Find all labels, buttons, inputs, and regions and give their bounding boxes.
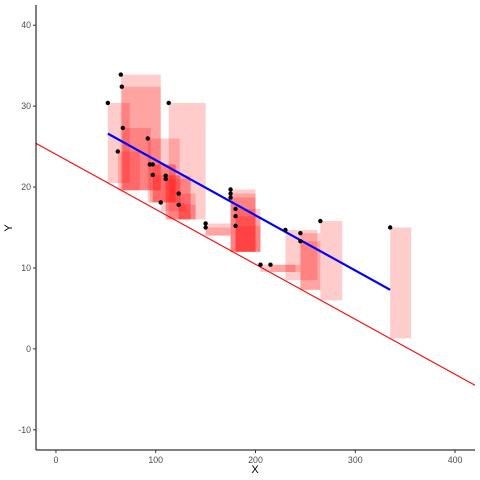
range-rect-21 <box>235 216 261 252</box>
data-point-23 <box>258 262 263 267</box>
range-rect-17 <box>230 189 256 252</box>
data-point-27 <box>298 239 303 244</box>
range-rect-8 <box>152 164 176 203</box>
range-rect-27 <box>300 241 321 290</box>
range-rect-29 <box>390 227 412 339</box>
range-rect-6 <box>149 164 176 203</box>
data-point-7 <box>150 172 155 178</box>
range-rect-3 <box>121 86 161 191</box>
x-tick-label: 100 <box>148 455 163 465</box>
data-point-12 <box>166 100 171 106</box>
range-rect-0 <box>107 102 130 183</box>
points-layer <box>105 72 393 267</box>
range-rect-11 <box>165 178 191 220</box>
data-point-20 <box>233 206 238 212</box>
range-rect-9 <box>160 202 186 212</box>
data-point-21 <box>233 213 238 219</box>
data-point-5 <box>145 136 150 141</box>
data-point-22 <box>233 223 238 229</box>
y-axis-title: Y <box>3 224 15 232</box>
data-point-18 <box>228 191 233 196</box>
y-tick-label: 0 <box>26 344 31 354</box>
y-tick-label: 30 <box>21 101 31 111</box>
data-point-2 <box>118 72 124 77</box>
range-rect-23 <box>260 264 296 272</box>
range-rect-24 <box>270 264 301 272</box>
y-tick-label: 10 <box>21 263 31 273</box>
range-rect-13 <box>178 193 196 220</box>
rects-layer <box>107 74 412 339</box>
range-rect-15 <box>205 223 231 236</box>
range-rect-16 <box>205 227 231 236</box>
data-point-10 <box>163 173 168 178</box>
range-rect-25 <box>285 229 318 281</box>
lines-layer <box>36 132 475 386</box>
y-tick-label: 40 <box>21 20 31 30</box>
data-point-3 <box>119 84 125 89</box>
range-rect-22 <box>235 225 261 252</box>
axes-layer: 0 100 200 300 400 -10 0 10 20 30 40 <box>18 5 475 465</box>
data-point-24 <box>268 262 273 267</box>
data-point-13 <box>176 191 181 196</box>
y-tick-label: -10 <box>18 425 31 435</box>
y-tick-label: 20 <box>21 182 31 192</box>
range-rect-2 <box>120 74 161 191</box>
reference-line <box>36 142 475 386</box>
data-point-14 <box>176 202 181 208</box>
data-point-29 <box>387 225 393 230</box>
data-point-28 <box>318 218 323 224</box>
plot-area <box>36 72 475 386</box>
data-point-11 <box>163 176 168 182</box>
range-rect-14 <box>178 204 196 220</box>
y-ticks: -10 0 10 20 30 40 <box>18 20 36 435</box>
x-ticks: 0 100 200 300 400 <box>54 450 463 465</box>
data-point-15 <box>203 221 208 226</box>
x-tick-label: 0 <box>54 455 59 465</box>
range-rect-28 <box>320 221 343 301</box>
fit-line <box>107 132 391 291</box>
x-axis-title: X <box>251 464 259 476</box>
data-point-0 <box>105 100 111 106</box>
data-point-4 <box>120 125 126 131</box>
data-point-26 <box>298 230 303 236</box>
x-tick-label: 200 <box>248 455 263 465</box>
data-point-17 <box>228 187 233 192</box>
data-point-1 <box>115 149 121 154</box>
data-point-19 <box>228 195 233 200</box>
range-rect-10 <box>165 175 191 220</box>
range-rect-12 <box>168 102 206 220</box>
data-point-9 <box>158 200 163 205</box>
range-rect-1 <box>117 151 140 191</box>
x-tick-label: 400 <box>448 455 463 465</box>
data-point-16 <box>203 225 208 230</box>
x-tick-label: 300 <box>348 455 363 465</box>
data-point-8 <box>150 162 155 167</box>
data-point-25 <box>283 227 288 233</box>
